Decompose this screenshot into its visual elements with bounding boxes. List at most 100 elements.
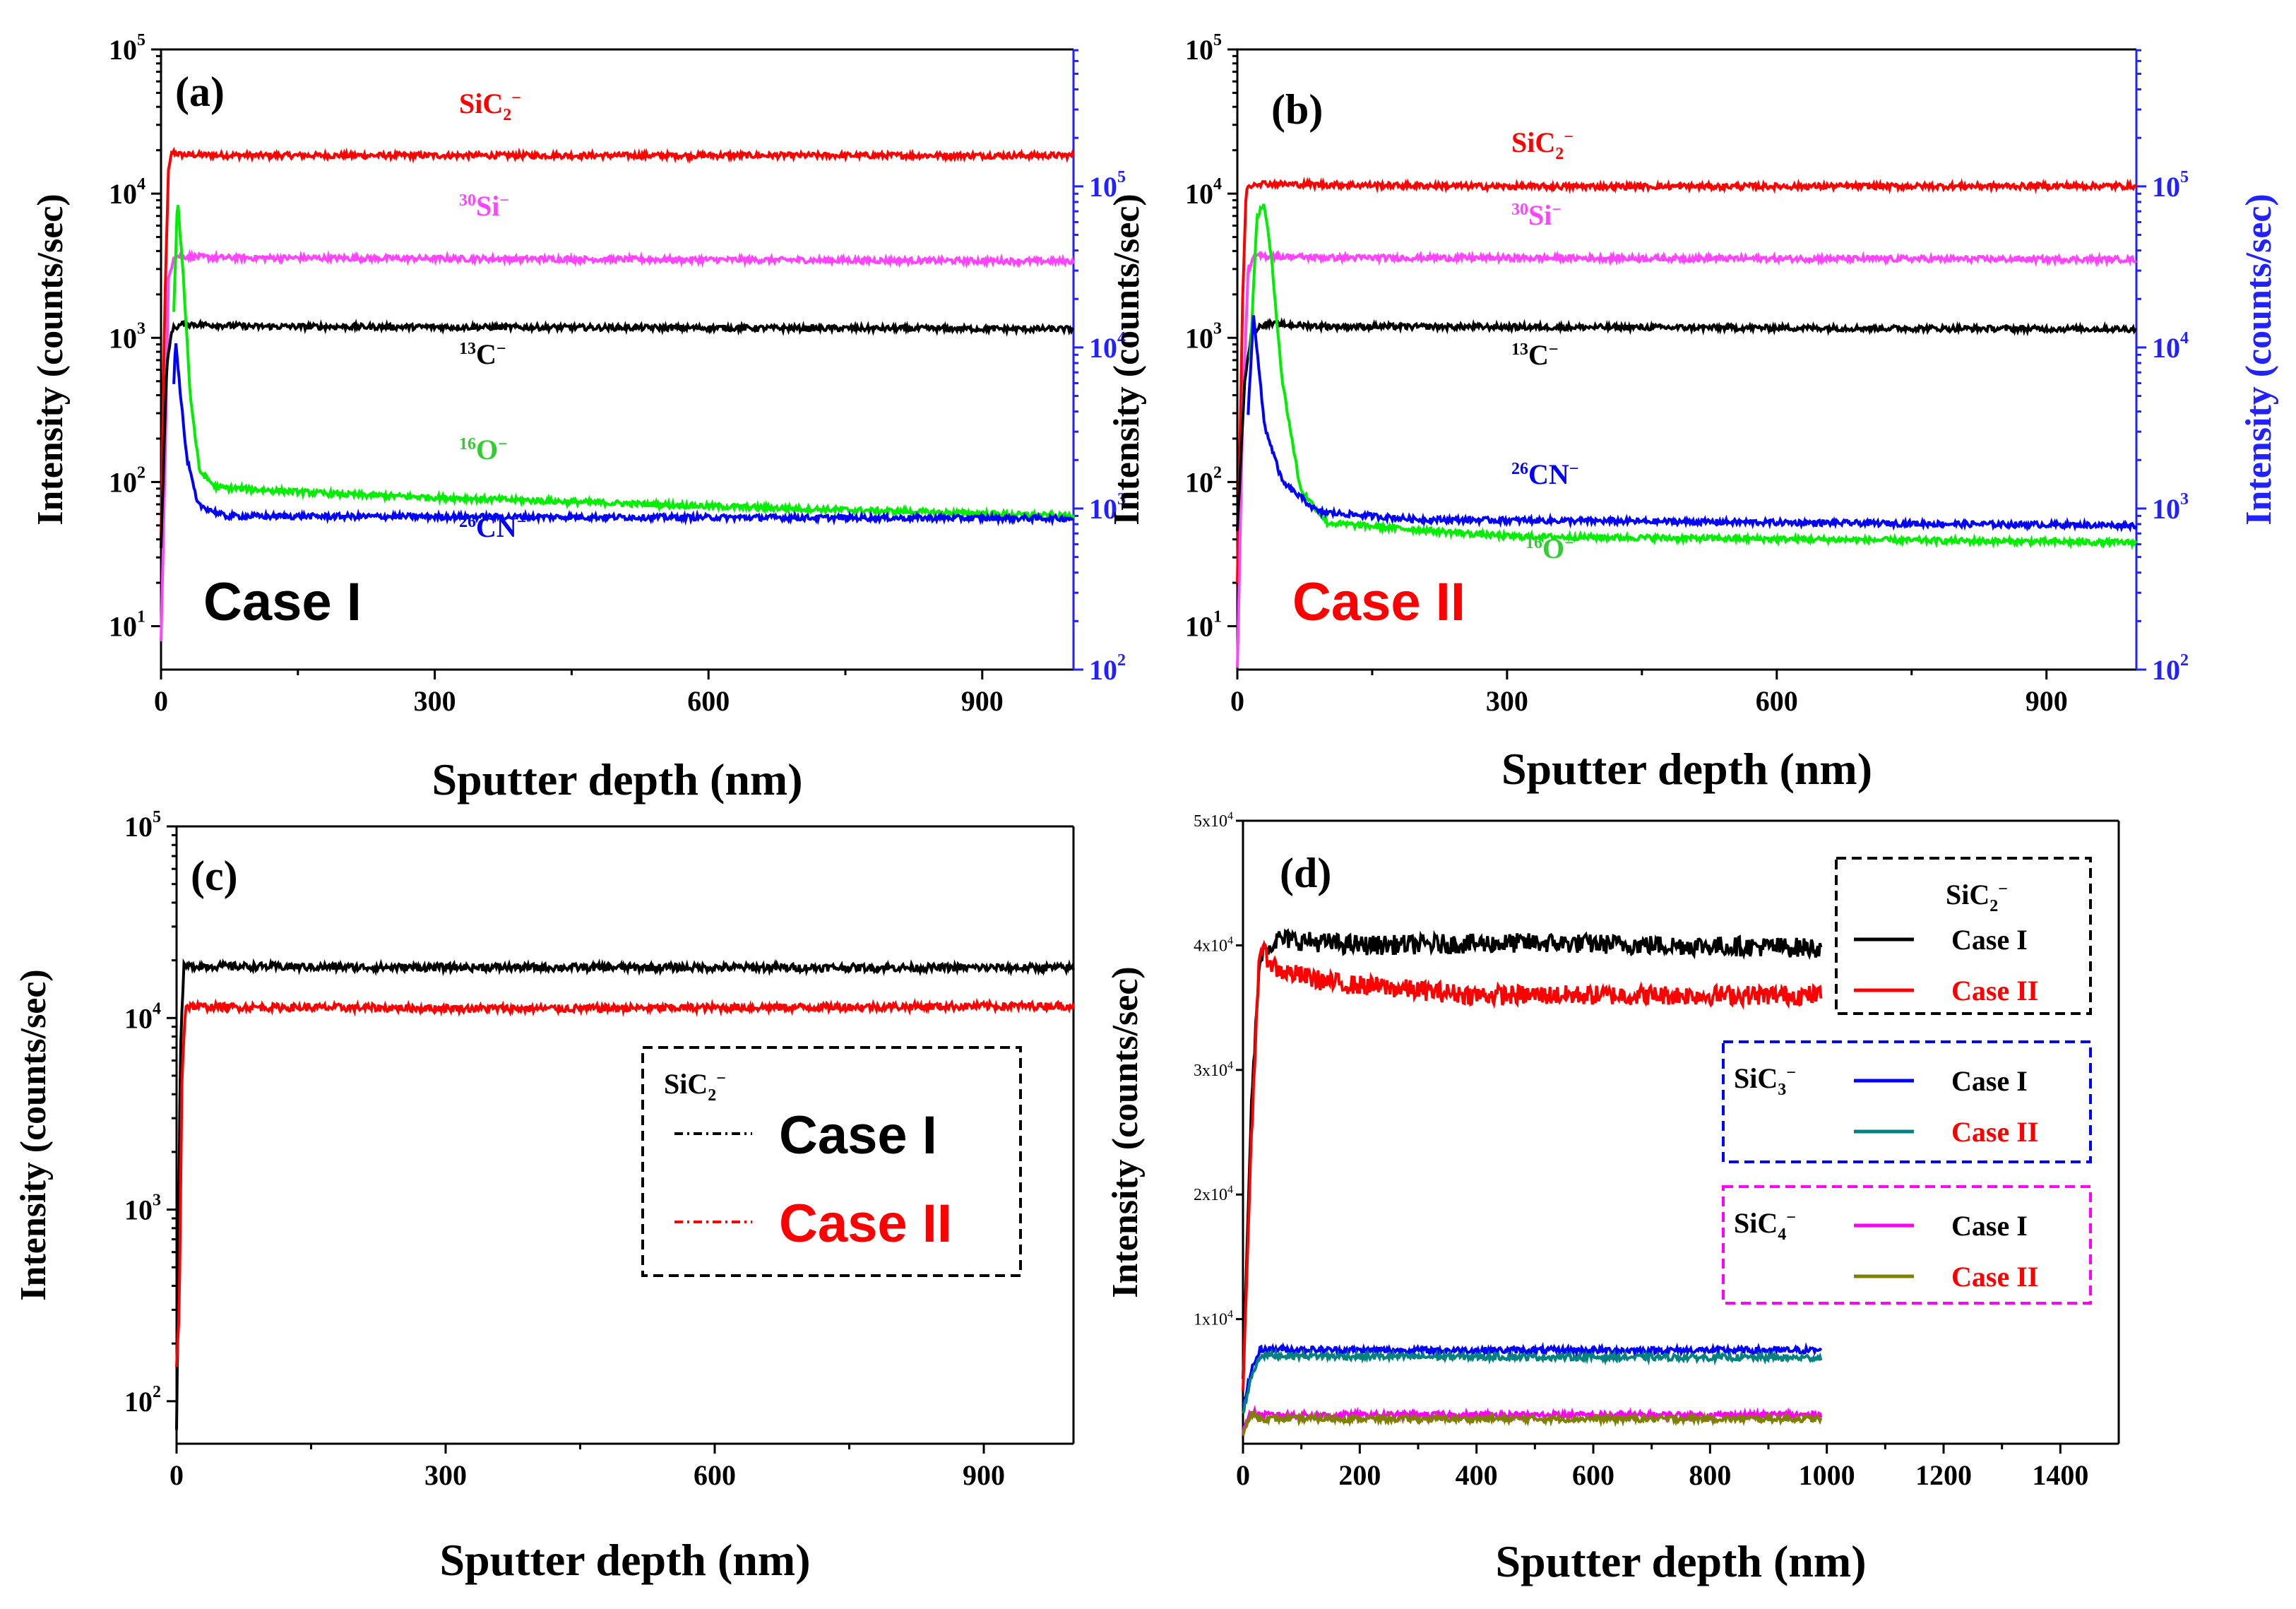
legend-title: SiC3− xyxy=(1734,1062,1796,1099)
legend-box xyxy=(641,1046,1022,1277)
legend-group-0: SiC2− Case I Case II xyxy=(1835,857,2092,1015)
panel-d: 0 200 400 600 800 1000 1200 1400 1x104 2x104 3x104… xyxy=(1105,810,2120,1586)
x-tick-label: 600 xyxy=(687,685,730,717)
y-right-tick-label: 105 xyxy=(2152,168,2189,203)
x-tick-label: 900 xyxy=(961,685,1004,717)
y-tick-label: 105 xyxy=(124,808,161,843)
species-label: 26CN− xyxy=(459,511,526,543)
y-tick-label: 5x104 xyxy=(1194,810,1233,831)
y-right-tick-label: 104 xyxy=(1089,329,1126,364)
y-tick-label: 101 xyxy=(109,608,145,643)
y-right-tick-label: 103 xyxy=(2152,490,2189,525)
x-axis-title: Sputter depth (nm) xyxy=(1495,1536,1866,1586)
panel-label: (c) xyxy=(191,853,238,899)
y-tick-label: 4x104 xyxy=(1194,934,1233,955)
legend-entry: Case II xyxy=(1951,975,2038,1007)
case-label: Case I xyxy=(203,572,362,632)
x-tick-label: 900 xyxy=(2026,685,2068,717)
y-tick-label: 3x104 xyxy=(1194,1059,1233,1080)
species-label: 30Si− xyxy=(459,190,509,222)
x-tick-label: 900 xyxy=(963,1459,1005,1491)
legend: SiC2− Case I Case II xyxy=(641,1046,1022,1277)
panel-label: (d) xyxy=(1280,850,1331,896)
y-right-tick-label: 104 xyxy=(2152,329,2189,364)
x-tick-label: 600 xyxy=(694,1459,736,1491)
series-line-2 xyxy=(1242,1341,1823,1406)
panel-label: (b) xyxy=(1271,86,1323,133)
species-label: 26CN− xyxy=(1511,458,1578,490)
legend-entry: Case I xyxy=(1951,1065,2028,1097)
x-tick-label: 200 xyxy=(1338,1459,1381,1491)
x-tick-label: 0 xyxy=(154,685,168,717)
series-line-0 xyxy=(160,146,1075,539)
series-line-1 xyxy=(160,249,1075,641)
legend-entry: Case II xyxy=(1951,1261,2038,1293)
y-right-tick-label: 103 xyxy=(1089,490,1126,525)
series-line-1 xyxy=(1236,249,2138,668)
y-tick-label: 101 xyxy=(1185,608,1222,643)
legend-box xyxy=(1722,1185,2092,1305)
legend-entry: Case I xyxy=(779,1105,937,1165)
series-line-4 xyxy=(172,343,1075,527)
series-line-1 xyxy=(175,997,1075,1367)
x-tick-label: 400 xyxy=(1456,1459,1498,1491)
y-axis-title: Intensity (counts/sec) xyxy=(1105,966,1146,1298)
y-tick-label: 103 xyxy=(1185,319,1222,354)
series-line-0 xyxy=(1236,177,2138,583)
x-tick-label: 0 xyxy=(1230,685,1244,717)
y-tick-label: 103 xyxy=(124,1192,161,1226)
y-tick-label: 1x104 xyxy=(1194,1309,1233,1329)
y-right-tick-label: 105 xyxy=(1089,168,1126,203)
series-line-1 xyxy=(1242,941,1823,1391)
x-tick-label: 1200 xyxy=(1915,1459,1972,1491)
species-label: SiC2− xyxy=(459,88,521,124)
y-axis-title: Intensity (counts/sec) xyxy=(13,969,54,1300)
species-label: 13C− xyxy=(1511,339,1559,371)
legend-box xyxy=(1835,857,2092,1015)
x-axis-title: Sputter depth (nm) xyxy=(432,754,802,804)
y-right-tick-label: 102 xyxy=(2152,651,2189,686)
legend-entry: Case I xyxy=(1951,924,2028,956)
y-tick-label: 102 xyxy=(124,1383,161,1418)
legend-entry: Case II xyxy=(1951,1116,2038,1148)
y-axis-title: Intensity (counts/sec) xyxy=(1107,194,1147,525)
x-tick-label: 1400 xyxy=(2032,1459,2088,1491)
series-line-0 xyxy=(175,958,1075,1430)
x-tick-label: 800 xyxy=(1689,1459,1731,1491)
y-right-tick-label: 102 xyxy=(1089,651,1126,686)
x-tick-label: 1000 xyxy=(1799,1459,1855,1491)
panel-c: 0 300 600 900 102 103 104 105 Sputter depth (nm)… xyxy=(13,808,1075,1585)
panel-label: (a) xyxy=(175,69,225,115)
y-tick-label: 105 xyxy=(1185,31,1222,66)
y-axis-title: Intensity (counts/sec) xyxy=(30,194,71,525)
y-tick-label: 104 xyxy=(124,999,161,1034)
case-label: Case II xyxy=(1292,572,1465,632)
legend-box xyxy=(1722,1040,2092,1163)
y-tick-label: 2x104 xyxy=(1194,1184,1233,1204)
y-tick-label: 103 xyxy=(109,319,145,354)
species-label: SiC2− xyxy=(1511,126,1574,163)
x-tick-label: 300 xyxy=(414,685,456,717)
species-label: 16O− xyxy=(1525,533,1574,564)
x-axis-title: Sputter depth (nm) xyxy=(439,1535,810,1585)
series-line-3 xyxy=(172,205,1075,522)
x-axis-title: Sputter depth (nm) xyxy=(1501,744,1872,794)
y-axis-title-right: Intensity (counts/sec) xyxy=(2239,194,2279,525)
x-tick-label: 300 xyxy=(1486,685,1528,717)
y-tick-label: 102 xyxy=(109,463,145,498)
panel-a: 0 300 600 900 101 102 103 104 105 102 103 104 105 Spu… xyxy=(30,31,1126,804)
series-line-4 xyxy=(1242,1404,1823,1435)
series-line-3 xyxy=(1248,203,2138,551)
y-tick-label: 105 xyxy=(109,31,145,66)
x-tick-label: 0 xyxy=(169,1459,184,1491)
species-label: 30Si− xyxy=(1511,199,1562,231)
x-tick-label: 0 xyxy=(1236,1459,1250,1491)
series-line-5 xyxy=(1242,1409,1823,1436)
x-tick-label: 600 xyxy=(1572,1459,1614,1491)
y-tick-label: 104 xyxy=(109,175,145,210)
legend-group-2: SiC4− Case I Case II xyxy=(1722,1185,2092,1305)
series-line-2 xyxy=(160,318,1075,548)
x-tick-label: 600 xyxy=(1756,685,1798,717)
legend-title: SiC2− xyxy=(664,1068,726,1105)
